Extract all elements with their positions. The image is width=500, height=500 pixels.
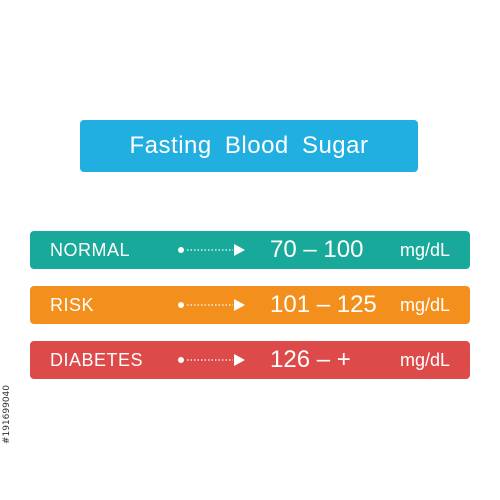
category-label: NORMAL [50,240,131,260]
category-label: DIABETES [50,350,144,370]
dotted-arrow-icon [178,244,245,256]
title-banner: Fasting Blood Sugar [80,120,418,172]
unit-label: mg/dL [399,240,450,260]
range-row-normal: NORMAL 70 – 100 mg/dL [30,231,470,269]
range-row-diabetes: DIABETES 126 – + mg/dL [30,341,470,379]
unit-label: mg/dL [399,295,450,315]
range-row-risk: RISK 101 – 125 mg/dL [30,286,470,324]
dotted-arrow-icon [178,354,245,366]
category-label: RISK [50,295,95,315]
page-title: Fasting Blood Sugar [129,132,369,159]
range-value: 101 – 125 [270,291,377,318]
range-value: 126 – + [270,346,351,373]
stock-id-text: #191699040 [2,385,12,445]
range-value: 70 – 100 [270,236,364,263]
dotted-arrow-icon [178,299,245,311]
unit-label: mg/dL [399,350,450,370]
